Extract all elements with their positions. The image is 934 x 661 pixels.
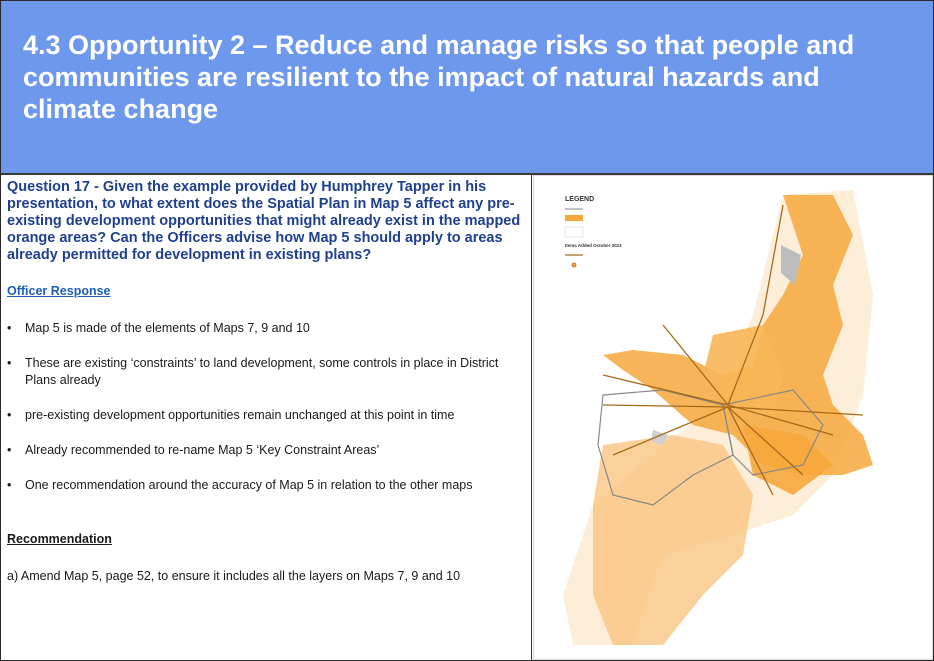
bullet-text: Already recommended to re-name Map 5 ‘Ke… [25, 443, 380, 457]
map-legend-title: LEGEND [565, 196, 594, 203]
bullet-text: These are existing ‘constraints’ to land… [25, 356, 499, 387]
officer-response-heading: Officer Response [7, 284, 111, 298]
list-item: • Map 5 is made of the elements of Maps 7… [7, 321, 310, 335]
map-image: LEGEND Items Added October 2023 [533, 175, 933, 660]
list-item: • pre-existing development opportunities … [7, 408, 455, 422]
list-item: • These are existing ‘constraints’ to lan… [7, 356, 499, 387]
bullet-text: One recommendation around the accuracy o… [25, 478, 473, 492]
text-panel: Question 17 - Given the example provided… [1, 175, 532, 660]
slide-title: 4.3 Opportunity 2 – Reduce and manage ri… [23, 30, 855, 124]
title-bar: 4.3 Opportunity 2 – Reduce and manage ri… [1, 1, 933, 175]
bullet-text: pre-existing development opportunities r… [25, 408, 455, 422]
question-text: Question 17 - Given the example provided… [7, 179, 521, 263]
recommendation-heading: Recommendation [7, 532, 112, 546]
bullet-text: Map 5 is made of the elements of Maps 7,… [25, 321, 310, 335]
map-5-graphic: LEGEND Items Added October 2023 [533, 175, 933, 660]
recommendation-text: a) Amend Map 5, page 52, to ensure it in… [7, 569, 461, 583]
officer-response-list: • Map 5 is made of the elements of Maps 7… [7, 320, 522, 512]
map-legend-items-added: Items Added October 2023 [565, 243, 622, 248]
list-item: • Already recommended to re-name Map 5 ‘K… [7, 443, 380, 457]
list-item: • One recommendation around the accuracy … [7, 478, 473, 492]
